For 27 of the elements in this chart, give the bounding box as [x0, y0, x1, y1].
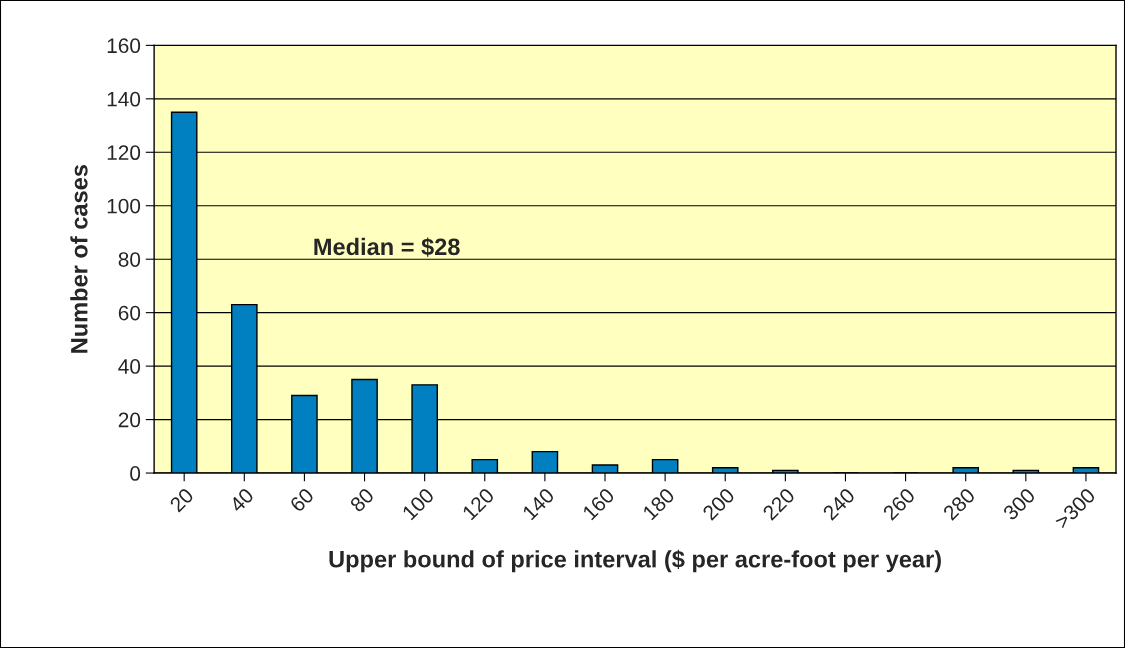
- x-tick-label: 100: [401, 487, 435, 521]
- x-tick-label: 60: [289, 487, 315, 513]
- x-tick-label: 220: [761, 487, 796, 521]
- x-tick-label: 40: [228, 487, 255, 514]
- y-tick-label: 120: [107, 145, 141, 161]
- y-tick-label: 100: [107, 198, 141, 214]
- x-tick-label: 120: [461, 487, 496, 521]
- x-axis-title: Upper bound of price interval ($ per acre-foot per year): [329, 549, 941, 573]
- x-tick-label: 200: [701, 487, 736, 521]
- y-tick-label: 140: [107, 91, 141, 107]
- x-tick-label: 180: [642, 487, 676, 521]
- annotation: Median = $28: [314, 237, 460, 257]
- y-axis-title: Number of cases: [70, 165, 88, 353]
- x-tick-label: 240: [822, 487, 856, 521]
- y-tick-label: 0: [130, 466, 141, 481]
- y-tick-label: 160: [107, 38, 141, 54]
- x-tick-label: 80: [349, 487, 375, 513]
- y-tick-label: 80: [118, 252, 141, 267]
- x-tick-label: 260: [882, 487, 916, 521]
- y-tick-label: 20: [118, 412, 141, 428]
- y-tick-label: 40: [118, 359, 141, 374]
- x-tick-label: 140: [521, 487, 556, 521]
- x-tick-label: 300: [1002, 487, 1037, 522]
- x-tick-label: 280: [942, 487, 976, 521]
- x-tick-label: 20: [168, 487, 195, 513]
- x-tick-label: 160: [581, 487, 616, 521]
- y-tick-label: 60: [118, 305, 141, 321]
